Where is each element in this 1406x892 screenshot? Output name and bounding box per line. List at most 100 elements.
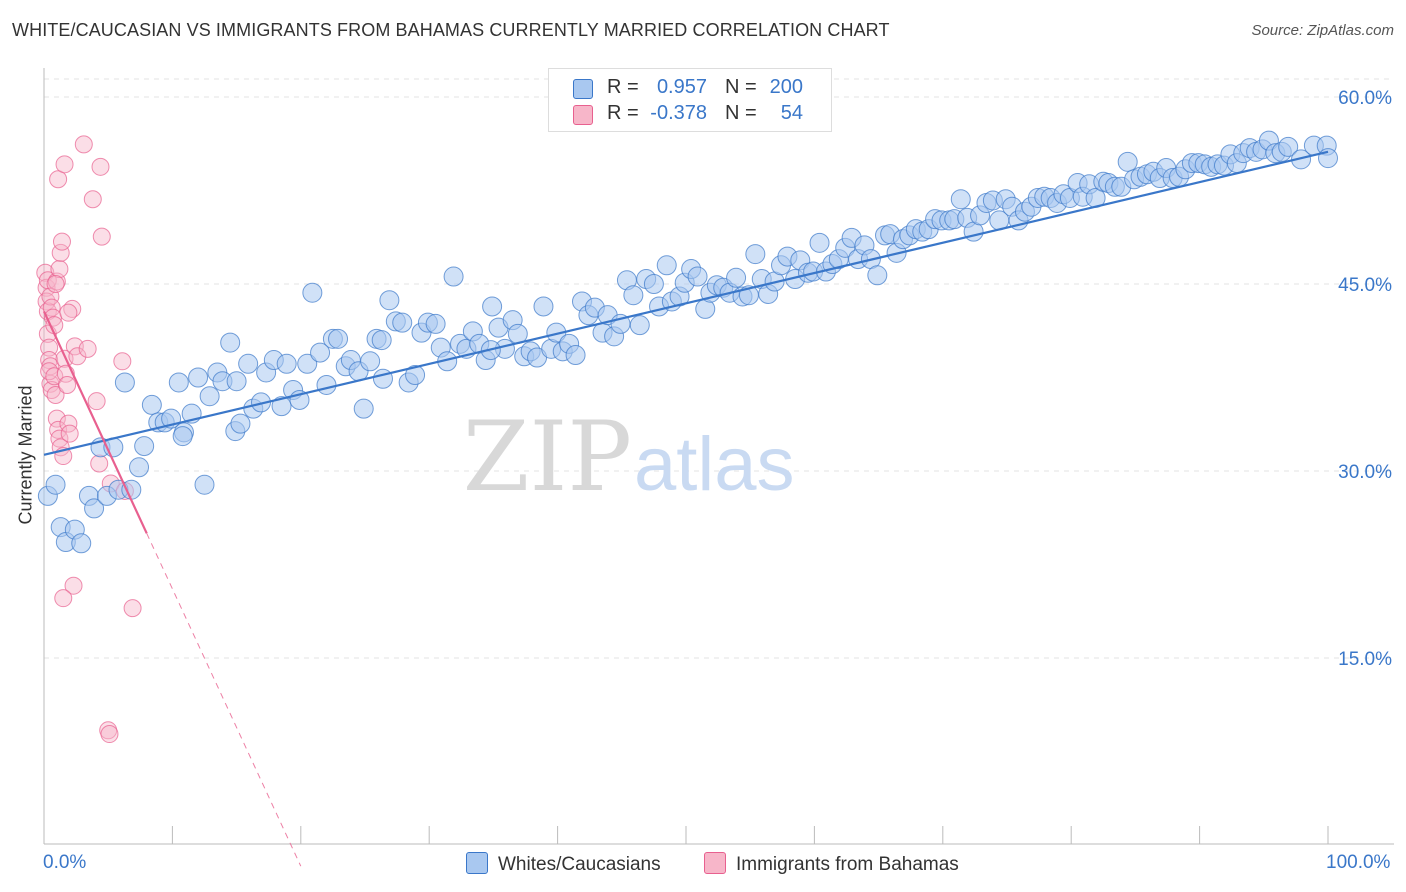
whites-point	[84, 498, 105, 519]
whites-point	[392, 312, 413, 333]
watermark-zip: ZIP	[463, 401, 632, 513]
whites-point	[643, 274, 664, 294]
bottom-legend-bahamas[interactable]: Immigrants from Bahamas	[704, 852, 959, 876]
watermark-atlas: atlas	[634, 422, 795, 507]
trend-lines	[43, 150, 1329, 867]
bahamas-point	[50, 260, 69, 279]
n-value: 54	[780, 102, 803, 124]
whites-point	[297, 353, 318, 374]
whites-point	[1278, 136, 1299, 157]
bahamas-point	[59, 303, 78, 322]
bahamas-point	[92, 227, 111, 246]
r-label: R =	[607, 76, 639, 98]
whites-point	[302, 282, 323, 303]
whites-point	[656, 255, 677, 276]
bahamas-point	[74, 135, 93, 154]
bahamas-point	[113, 352, 132, 371]
whites-point	[629, 315, 650, 336]
x-tick-max: 100.0%	[1326, 852, 1391, 873]
whites-point	[45, 474, 66, 495]
whites-point	[372, 368, 393, 389]
whites-point	[371, 330, 392, 351]
watermark: ZIP atlas	[463, 401, 795, 513]
whites-point	[533, 296, 554, 317]
whites-point	[687, 266, 708, 287]
series-bahamas-points	[36, 135, 142, 744]
n-label: N =	[725, 76, 757, 98]
whites-point	[238, 353, 259, 374]
chart-title: WHITE/CAUCASIAN VS IMMIGRANTS FROM BAHAM…	[12, 20, 890, 40]
bahamas-point	[45, 367, 64, 386]
y-axis-label: Currently Married	[15, 385, 36, 525]
whites-point	[129, 457, 150, 478]
bahamas-point	[78, 339, 97, 358]
bahamas-swatch	[573, 105, 593, 125]
bahamas-point	[55, 155, 74, 174]
bahamas-legend-label: Immigrants from Bahamas	[736, 854, 959, 875]
whites-point	[310, 342, 331, 363]
bahamas-point	[46, 385, 65, 404]
bahamas-point	[58, 375, 77, 394]
bahamas-point	[52, 232, 71, 251]
bahamas-point	[91, 157, 110, 176]
whites-point	[482, 296, 503, 317]
whites-point	[114, 372, 135, 393]
legend-row-bahamas: R = -0.378 N = 54	[549, 101, 831, 127]
bahamas-point	[49, 170, 68, 189]
y-tick-label: 30.0%	[1338, 462, 1392, 483]
whites-point	[565, 345, 586, 366]
whites-point	[220, 332, 241, 353]
whites-point	[188, 367, 209, 388]
bahamas-point	[42, 298, 61, 317]
whites-point	[405, 365, 426, 386]
r-value: -0.378	[650, 102, 707, 124]
whites-point	[950, 189, 971, 210]
whites-trend-line	[43, 150, 1329, 456]
whites-point	[194, 474, 215, 495]
whites-point	[443, 266, 464, 287]
whites-point	[276, 353, 297, 374]
legend-row-whites: R = 0.957 N = 200	[549, 75, 831, 101]
whites-point	[867, 265, 888, 286]
whites-point	[328, 328, 349, 349]
whites-point	[71, 533, 92, 554]
bahamas-point	[90, 454, 109, 473]
whites-point	[316, 374, 337, 395]
whites-point	[134, 436, 155, 457]
whites-point	[168, 372, 189, 393]
x-tick-min: 0.0%	[43, 852, 87, 873]
bahamas-point	[83, 190, 102, 209]
y-tick-label: 15.0%	[1338, 649, 1392, 670]
n-label: N =	[725, 102, 757, 124]
bahamas-point	[123, 599, 142, 618]
whites-point	[360, 351, 381, 372]
bahamas-point	[87, 392, 106, 411]
bahamas-point	[40, 338, 59, 357]
whites-point	[745, 244, 766, 265]
bahamas-point	[37, 278, 56, 297]
y-tick-label: 60.0%	[1338, 88, 1392, 109]
whites-point	[726, 267, 747, 288]
bahamas-point	[46, 275, 65, 293]
bahamas-point	[68, 347, 87, 366]
bahamas-trend-line	[43, 310, 148, 534]
bahamas-trend-extension	[146, 533, 302, 867]
bahamas-point	[54, 589, 73, 608]
whites-point	[379, 290, 400, 311]
axes	[43, 68, 1394, 845]
bahamas-point	[60, 424, 79, 443]
y-tick-labels: 15.0% 30.0% 45.0% 60.0%	[1338, 88, 1392, 670]
n-value: 200	[769, 76, 803, 98]
bahamas-point	[100, 725, 119, 744]
whites-swatch	[573, 79, 593, 99]
whites-legend-label: Whites/Caucasians	[498, 854, 661, 875]
correlation-legend: R = 0.957 N = 200 R = -0.378 N = 54	[548, 68, 832, 132]
r-value: 0.957	[656, 76, 707, 98]
whites-point	[271, 396, 292, 417]
whites-point	[230, 413, 251, 434]
bahamas-swatch	[704, 852, 726, 874]
y-tick-label: 45.0%	[1338, 275, 1392, 296]
source-label: Source: ZipAtlas.com	[1251, 22, 1394, 39]
bottom-legend-whites[interactable]: Whites/Caucasians	[466, 852, 661, 876]
